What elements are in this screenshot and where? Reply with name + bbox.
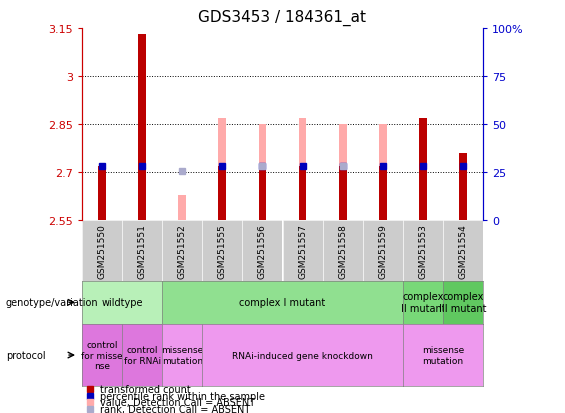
Text: control
for misse
nse: control for misse nse (81, 340, 123, 370)
Text: GSM251550: GSM251550 (98, 223, 106, 278)
Text: missense
mutation: missense mutation (161, 346, 203, 365)
Bar (179, 195, 186, 221)
Text: protocol: protocol (6, 350, 45, 360)
Bar (339, 125, 346, 221)
Bar (138, 35, 146, 221)
Text: GSM251558: GSM251558 (338, 223, 347, 278)
Text: missense
mutation: missense mutation (422, 346, 464, 365)
Text: complex I mutant: complex I mutant (240, 297, 325, 308)
Text: GSM251551: GSM251551 (138, 223, 146, 278)
Bar (419, 119, 427, 221)
Text: GSM251559: GSM251559 (379, 223, 387, 278)
Text: RNAi-induced gene knockdown: RNAi-induced gene knockdown (232, 351, 373, 360)
Bar (98, 166, 106, 221)
Bar (259, 125, 266, 221)
Text: GSM251557: GSM251557 (298, 223, 307, 278)
Text: GSM251553: GSM251553 (419, 223, 427, 278)
Text: control
for RNAi: control for RNAi (124, 346, 160, 365)
Bar (379, 125, 386, 221)
Text: GSM251556: GSM251556 (258, 223, 267, 278)
Text: rank, Detection Call = ABSENT: rank, Detection Call = ABSENT (100, 404, 250, 413)
Text: GSM251554: GSM251554 (459, 223, 467, 278)
Bar (219, 119, 226, 221)
Text: GSM251555: GSM251555 (218, 223, 227, 278)
Bar (459, 154, 467, 221)
Text: GSM251552: GSM251552 (178, 223, 186, 278)
Text: value, Detection Call = ABSENT: value, Detection Call = ABSENT (100, 397, 255, 407)
Text: genotype/variation: genotype/variation (6, 297, 98, 308)
Title: GDS3453 / 184361_at: GDS3453 / 184361_at (198, 10, 367, 26)
Bar (299, 166, 306, 221)
Text: complex
III mutant: complex III mutant (439, 292, 487, 313)
Text: transformed count: transformed count (100, 384, 191, 394)
Bar (339, 166, 346, 221)
Bar (259, 166, 266, 221)
Text: wildtype: wildtype (101, 297, 143, 308)
Bar (299, 119, 306, 221)
Text: percentile rank within the sample: percentile rank within the sample (100, 391, 265, 401)
Text: complex
II mutant: complex II mutant (401, 292, 445, 313)
Bar (379, 166, 386, 221)
Bar (219, 166, 226, 221)
